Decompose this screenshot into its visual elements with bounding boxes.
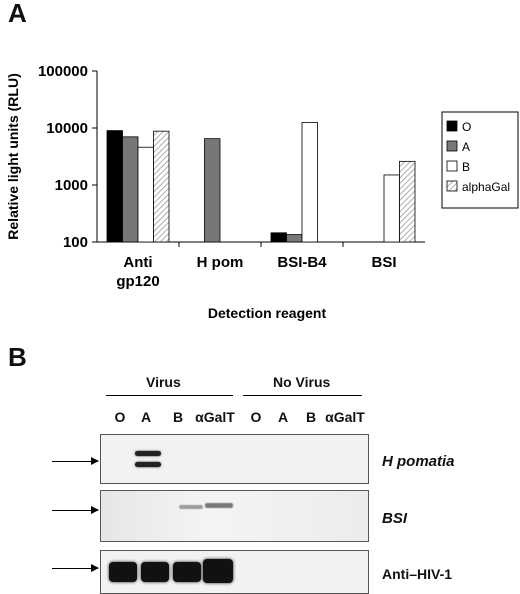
bar-chart: 100 1000 10000 100000 Anti gp120 H pom BSI-B4 BS… <box>5 63 519 321</box>
bar-B-0 <box>137 146 154 243</box>
group-underline-virus <box>106 395 233 396</box>
bar-B-2 <box>301 122 318 243</box>
x-tick-label: H pom <box>197 254 244 271</box>
y-tick-label: 100000 <box>38 63 88 80</box>
y-tick-label: 100 <box>63 234 88 251</box>
band-hiv-b <box>173 562 201 582</box>
band-hiv-agalt <box>203 559 233 583</box>
legend-label-B: B <box>462 160 470 174</box>
bar-A-2 <box>286 234 303 243</box>
panel-a-letter: A <box>8 0 27 28</box>
blot-label-bsi: BSI <box>382 510 408 527</box>
legend-swatch-A <box>446 140 458 152</box>
blot-label-h-pomatia: H pomatia <box>382 453 455 470</box>
bar-O-2 <box>270 232 287 243</box>
x-tick-label: Anti <box>123 254 152 271</box>
x-tick-label: BSI <box>371 254 396 271</box>
y-tick-label: 10000 <box>46 120 88 137</box>
group-label-virus: Virus <box>146 374 181 390</box>
band-hiv-o <box>109 562 137 582</box>
arrow-bsi <box>52 506 99 514</box>
lane-label-agalt: αGalT <box>195 409 235 425</box>
legend-box <box>441 111 519 209</box>
lane-label-b: B <box>172 409 184 425</box>
lane-label-o-novirus: O <box>250 409 262 425</box>
blot-label-anti-hiv: Anti–HIV-1 <box>382 566 453 582</box>
legend-label-alphaGal: alphaGal <box>462 180 510 194</box>
group-underline-no-virus <box>243 395 362 396</box>
band-agalt <box>205 503 233 508</box>
x-tick-label: BSI-B4 <box>277 254 327 271</box>
legend-swatch-alphaGal <box>446 180 458 192</box>
group-label-no-virus: No Virus <box>273 374 331 390</box>
x-tick-label: gp120 <box>116 273 159 290</box>
arrow-h-pomatia <box>52 457 99 465</box>
band-hiv-a <box>141 562 169 582</box>
bar-B-3 <box>383 174 400 243</box>
band-a-lower <box>135 462 161 467</box>
lane-label-b-novirus: B <box>305 409 317 425</box>
legend-label-A: A <box>462 140 470 154</box>
bar-alphaGal-3 <box>399 160 416 243</box>
legend-swatch-B <box>446 160 458 172</box>
lane-label-o: O <box>114 409 126 425</box>
bar-alphaGal-0 <box>153 130 170 243</box>
y-axis-label: Relative light units (RLU) <box>5 73 21 239</box>
band-b <box>179 505 203 509</box>
legend-label-O: O <box>462 120 471 134</box>
band-a-upper <box>135 451 161 456</box>
lane-label-agalt-novirus: αGalT <box>325 409 365 425</box>
bar-A-0 <box>122 136 139 243</box>
blot-h-pomatia <box>100 434 369 484</box>
blot-anti-hiv <box>100 550 369 594</box>
lane-label-a-novirus: A <box>277 409 289 425</box>
legend-swatch-O <box>446 120 458 132</box>
blot-bsi <box>100 490 369 542</box>
bar-O-0 <box>106 130 123 243</box>
x-axis-label: Detection reagent <box>208 305 327 321</box>
bar-A-1 <box>204 138 221 243</box>
lane-label-a: A <box>140 409 152 425</box>
y-tick-label: 1000 <box>55 177 88 194</box>
arrow-anti-hiv <box>52 564 99 572</box>
panel-b-letter: B <box>8 342 27 372</box>
